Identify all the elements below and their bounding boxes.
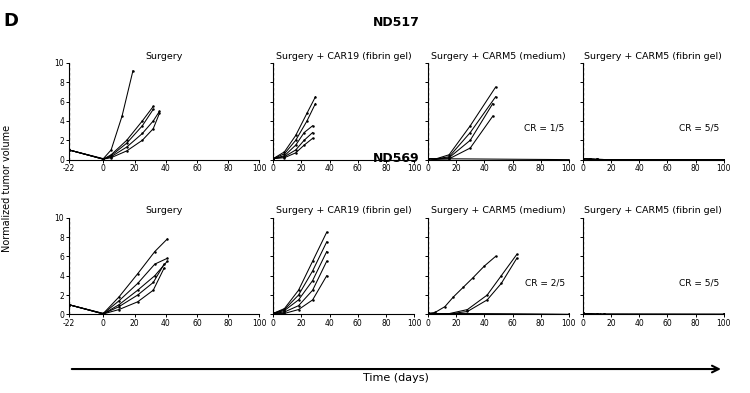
Title: Surgery: Surgery bbox=[146, 52, 183, 61]
Text: ND569: ND569 bbox=[373, 152, 420, 165]
Text: CR = 5/5: CR = 5/5 bbox=[680, 278, 719, 287]
Text: CR = 2/5: CR = 2/5 bbox=[524, 278, 565, 287]
Title: Surgery + CARM5 (medium): Surgery + CARM5 (medium) bbox=[431, 206, 566, 215]
Text: Normalized tumor volume: Normalized tumor volume bbox=[2, 125, 13, 252]
Title: Surgery + CAR19 (fibrin gel): Surgery + CAR19 (fibrin gel) bbox=[276, 52, 412, 61]
Title: Surgery + CARM5 (fibrin gel): Surgery + CARM5 (fibrin gel) bbox=[584, 52, 722, 61]
Title: Surgery: Surgery bbox=[146, 206, 183, 215]
Text: D: D bbox=[4, 12, 19, 30]
Title: Surgery + CARM5 (medium): Surgery + CARM5 (medium) bbox=[431, 52, 566, 61]
Title: Surgery + CARM5 (fibrin gel): Surgery + CARM5 (fibrin gel) bbox=[584, 206, 722, 215]
Text: ND517: ND517 bbox=[373, 17, 420, 29]
Text: Time (days): Time (days) bbox=[364, 373, 429, 383]
Title: Surgery + CAR19 (fibrin gel): Surgery + CAR19 (fibrin gel) bbox=[276, 206, 412, 215]
Text: CR = 1/5: CR = 1/5 bbox=[524, 123, 565, 132]
Text: CR = 5/5: CR = 5/5 bbox=[680, 123, 719, 132]
